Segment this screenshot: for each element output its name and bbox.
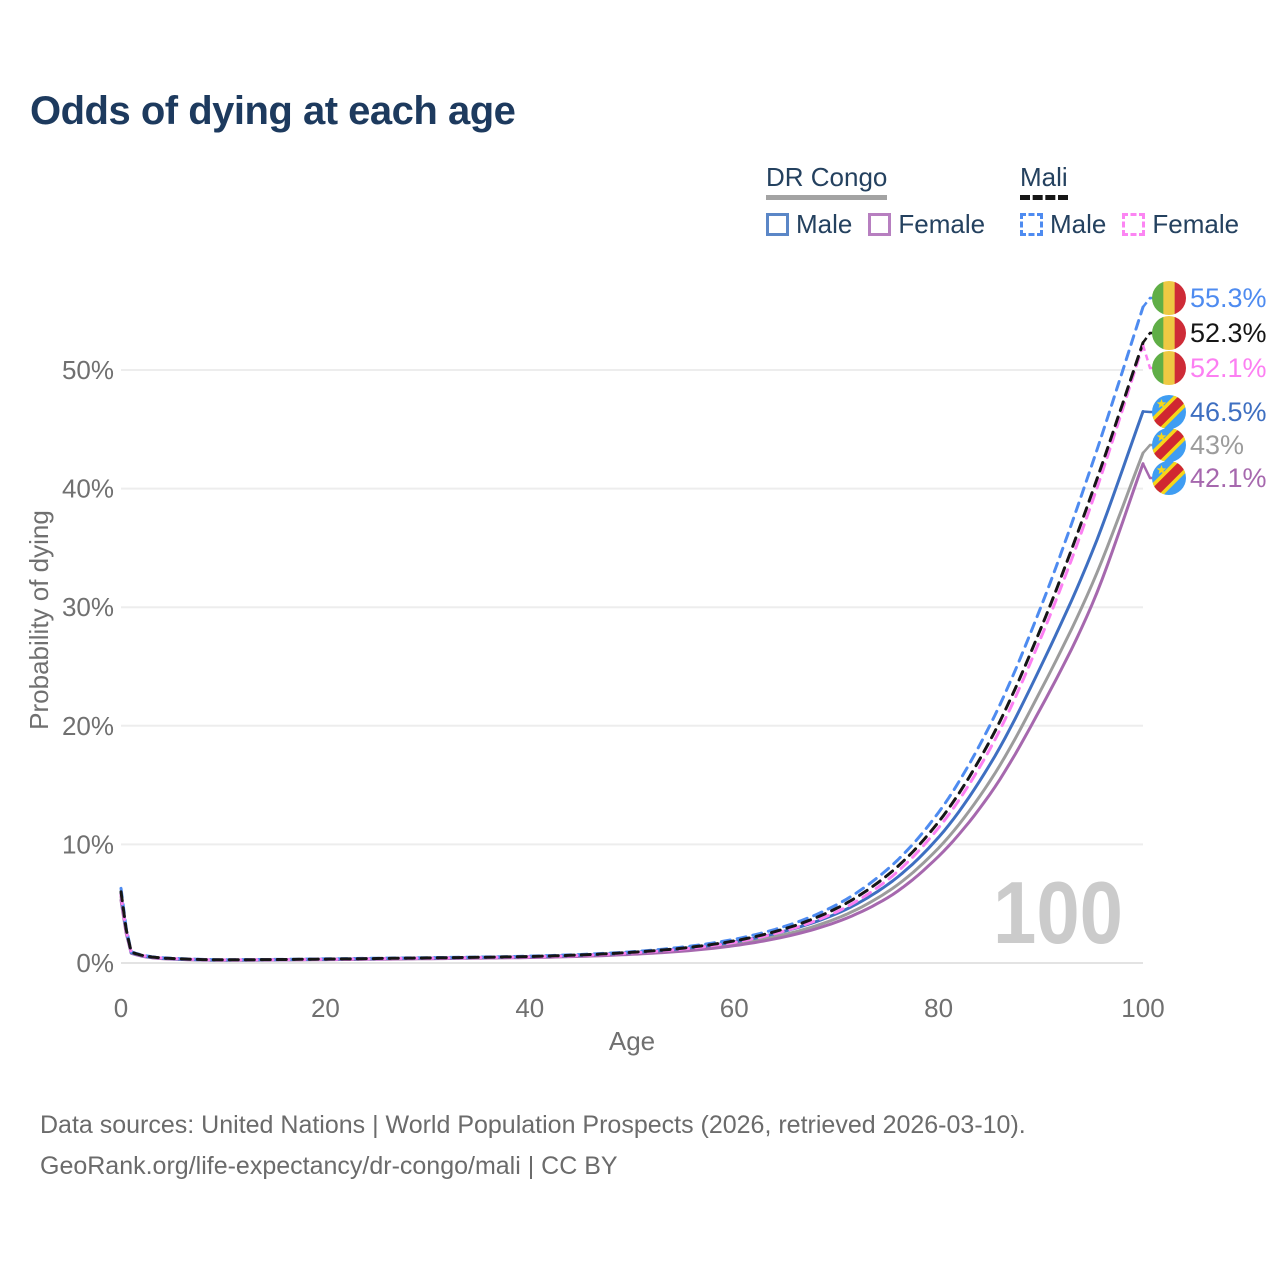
y-tick-label: 20% [62, 711, 114, 741]
series-line-drc_female[interactable] [119, 462, 1145, 962]
drc-male-swatch-icon [766, 213, 789, 236]
x-axis-title: Age [609, 1026, 655, 1056]
y-tick-label: 0% [76, 948, 114, 978]
footer: Data sources: United Nations | World Pop… [40, 1105, 1026, 1187]
series-line-drc_both[interactable] [119, 451, 1145, 962]
x-tick-label: 100 [1121, 993, 1164, 1023]
series-line-mali_female[interactable] [119, 343, 1145, 962]
drc-female-swatch-icon [868, 213, 892, 236]
x-tick-label: 20 [311, 993, 340, 1023]
x-tick-label: 60 [720, 993, 749, 1023]
legend-item-label: Male [1050, 209, 1107, 239]
series-line-mali_male[interactable] [119, 305, 1145, 962]
end-label-drc_male: 46.5% [1190, 397, 1267, 427]
y-axis-title: Probability of dying [24, 510, 54, 730]
end-label-mali_female: 52.1% [1190, 353, 1267, 383]
legend-item-label: Female [1152, 209, 1240, 239]
dr-congo-flag-icon [1152, 395, 1186, 429]
y-tick-label: 10% [62, 829, 114, 859]
end-label-connector-mali_male [1142, 296, 1157, 308]
x-tick-label: 80 [924, 993, 953, 1023]
mali-flag-icon [1152, 281, 1186, 315]
footer-attribution: GeoRank.org/life-expectancy/dr-congo/mal… [40, 1152, 618, 1180]
end-label-connector-mali_female [1141, 344, 1157, 370]
dr-congo-flag-icon [1152, 461, 1186, 495]
legend-group-mali: Mali Male Female [1020, 162, 1239, 240]
mali-male-swatch-icon [1020, 213, 1043, 236]
end-label-mali_both: 52.3% [1190, 318, 1267, 348]
dr-congo-flag-icon [1152, 428, 1186, 462]
y-tick-label: 50% [62, 355, 114, 385]
legend-item-drc-female[interactable]: Female [868, 209, 985, 240]
mali-flag-icon [1152, 351, 1186, 385]
legend-items-dr-congo: Male Female [766, 209, 985, 240]
legend-items-mali: Male Female [1020, 209, 1239, 240]
end-label-drc_female: 42.1% [1190, 463, 1267, 493]
x-tick-label: 40 [515, 993, 544, 1023]
legend-group-title-dr-congo: DR Congo [766, 162, 888, 200]
series-line-mali_both[interactable] [119, 341, 1145, 962]
page-title: Odds of dying at each age [30, 89, 516, 133]
legend-group-title-mali: Mali [1020, 162, 1068, 200]
legend-item-label: Female [898, 209, 986, 239]
end-label-drc_both: 43% [1190, 430, 1244, 460]
y-tick-label: 40% [62, 474, 114, 504]
age-watermark: 100 [993, 863, 1123, 962]
mali-female-swatch-icon [1122, 213, 1146, 236]
mali-flag-icon [1152, 316, 1186, 350]
end-label-mali_male: 55.3% [1190, 283, 1267, 313]
series-line-drc_male[interactable] [119, 410, 1145, 962]
legend-item-label: Male [796, 209, 853, 239]
x-tick-label: 0 [114, 993, 128, 1023]
legend-item-mali-female[interactable]: Female [1122, 209, 1239, 240]
y-tick-label: 30% [62, 592, 114, 622]
legend-group-dr-congo: DR Congo Male Female [766, 162, 985, 240]
legend-item-mali-male[interactable]: Male [1020, 209, 1106, 240]
legend-item-drc-male[interactable]: Male [766, 209, 852, 240]
footer-data-sources: Data sources: United Nations | World Pop… [40, 1111, 1026, 1139]
end-label-connector-mali_both [1141, 331, 1157, 344]
